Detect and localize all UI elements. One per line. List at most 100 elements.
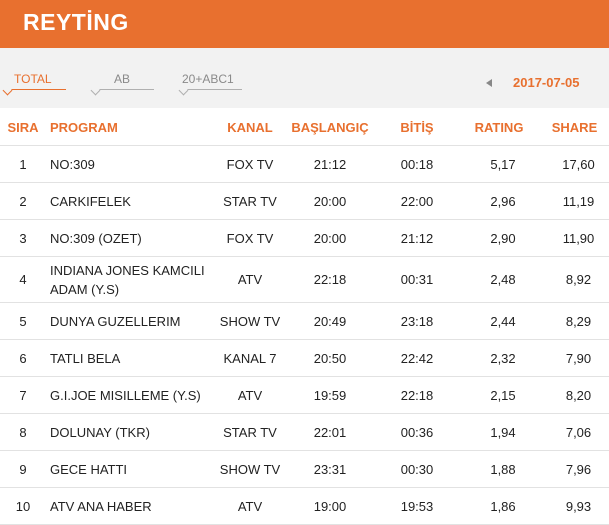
table-row: 3 NO:309 (OZET) FOX TV 20:00 21:12 2,90 … [0, 219, 609, 257]
tab-underline [92, 89, 154, 90]
program-cell: CARKIFELEK [46, 182, 216, 220]
start-cell: 19:59 [284, 376, 376, 414]
program-cell: DOLUNAY (TKR) [46, 413, 216, 451]
channel-cell: FOX TV [216, 145, 284, 183]
rank-cell: 5 [0, 302, 46, 340]
rating-cell: 2,32 [458, 339, 540, 377]
end-cell: 00:30 [376, 450, 458, 488]
end-cell: 00:36 [376, 413, 458, 451]
table-row: 1 NO:309 FOX TV 21:12 00:18 5,17 17,60 [0, 145, 609, 183]
end-cell: 00:18 [376, 145, 458, 183]
share-cell: 11,19 [540, 182, 609, 220]
channel-cell: ATV [216, 376, 284, 414]
end-cell: 22:42 [376, 339, 458, 377]
table-row: 8 DOLUNAY (TKR) STAR TV 22:01 00:36 1,94… [0, 413, 609, 451]
rank-cell: 6 [0, 339, 46, 377]
program-cell: GECE HATTI [46, 450, 216, 488]
share-cell: 17,60 [540, 145, 609, 183]
share-cell: 8,92 [540, 256, 609, 303]
end-cell: 19:53 [376, 487, 458, 525]
end-cell: 22:18 [376, 376, 458, 414]
header-bar: REYTİNG [0, 0, 609, 57]
start-cell: 23:31 [284, 450, 376, 488]
end-cell: 00:31 [376, 256, 458, 303]
channel-cell: SHOW TV [216, 450, 284, 488]
page-title: REYTİNG [23, 9, 129, 35]
tab-total[interactable]: TOTAL [2, 72, 66, 96]
start-cell: 21:12 [284, 145, 376, 183]
share-cell: 7,90 [540, 339, 609, 377]
col-header-share[interactable]: SHARE [540, 109, 609, 146]
tab-underline [180, 89, 242, 90]
col-header-channel[interactable]: KANAL [216, 109, 284, 146]
rank-cell: 4 [0, 256, 46, 303]
rank-cell: 9 [0, 450, 46, 488]
start-cell: 20:00 [284, 219, 376, 257]
end-cell: 21:12 [376, 219, 458, 257]
rating-cell: 2,96 [458, 182, 540, 220]
prev-date-arrow-icon[interactable] [486, 79, 492, 87]
rating-cell: 2,48 [458, 256, 540, 303]
start-cell: 19:00 [284, 487, 376, 525]
tab-label: AB [114, 72, 131, 86]
channel-cell: STAR TV [216, 413, 284, 451]
program-cell: TATLI BELA [46, 339, 216, 377]
table-row: 2 CARKIFELEK STAR TV 20:00 22:00 2,96 11… [0, 182, 609, 220]
tab-20-abc1[interactable]: 20+ABC1 [178, 72, 242, 96]
share-cell: 8,29 [540, 302, 609, 340]
start-cell: 20:49 [284, 302, 376, 340]
rank-cell: 8 [0, 413, 46, 451]
rating-cell: 1,88 [458, 450, 540, 488]
col-header-start[interactable]: BAŞLANGIÇ [284, 109, 376, 146]
channel-cell: FOX TV [216, 219, 284, 257]
table-header-row: SIRA PROGRAM KANAL BAŞLANGIÇ BİTİŞ RATIN… [0, 109, 609, 146]
table-row: 4 INDIANA JONES KAMCILI ADAM (Y.S) ATV 2… [0, 256, 609, 303]
start-cell: 20:00 [284, 182, 376, 220]
rank-cell: 1 [0, 145, 46, 183]
rating-cell: 5,17 [458, 145, 540, 183]
tab-label: TOTAL [14, 72, 52, 86]
start-cell: 22:01 [284, 413, 376, 451]
col-header-rank[interactable]: SIRA [0, 109, 46, 146]
share-cell: 7,96 [540, 450, 609, 488]
channel-cell: STAR TV [216, 182, 284, 220]
program-cell: G.I.JOE MISILLEME (Y.S) [46, 376, 216, 414]
rating-cell: 2,15 [458, 376, 540, 414]
col-header-rating[interactable]: RATING [458, 109, 540, 146]
table-row: 5 DUNYA GUZELLERIM SHOW TV 20:49 23:18 2… [0, 302, 609, 340]
end-cell: 23:18 [376, 302, 458, 340]
program-cell: NO:309 (OZET) [46, 219, 216, 257]
rank-cell: 2 [0, 182, 46, 220]
program-cell: ATV ANA HABER [46, 487, 216, 525]
tab-underline [4, 89, 66, 90]
rating-cell: 2,90 [458, 219, 540, 257]
share-cell: 11,90 [540, 219, 609, 257]
tab-indicator [90, 85, 101, 96]
tab-ab[interactable]: AB [90, 72, 154, 96]
rating-cell: 2,44 [458, 302, 540, 340]
program-cell: NO:309 [46, 145, 216, 183]
share-cell: 8,20 [540, 376, 609, 414]
rating-cell: 1,94 [458, 413, 540, 451]
start-cell: 22:18 [284, 256, 376, 303]
col-header-program[interactable]: PROGRAM [46, 109, 216, 146]
date-selector[interactable]: 2017-07-05 [513, 75, 580, 90]
table-row: 9 GECE HATTI SHOW TV 23:31 00:30 1,88 7,… [0, 450, 609, 488]
tab-indicator [178, 85, 189, 96]
tab-label: 20+ABC1 [182, 72, 234, 86]
rank-cell: 10 [0, 487, 46, 525]
rating-cell: 1,86 [458, 487, 540, 525]
rank-cell: 7 [0, 376, 46, 414]
table-row: 6 TATLI BELA KANAL 7 20:50 22:42 2,32 7,… [0, 339, 609, 377]
table-row: 10 ATV ANA HABER ATV 19:00 19:53 1,86 9,… [0, 487, 609, 525]
channel-cell: SHOW TV [216, 302, 284, 340]
program-cell: INDIANA JONES KAMCILI ADAM (Y.S) [46, 256, 216, 303]
channel-cell: ATV [216, 487, 284, 525]
ratings-table: SIRA PROGRAM KANAL BAŞLANGIÇ BİTİŞ RATIN… [0, 109, 609, 525]
col-header-end[interactable]: BİTİŞ [376, 109, 458, 146]
channel-cell: ATV [216, 256, 284, 303]
channel-cell: KANAL 7 [216, 339, 284, 377]
start-cell: 20:50 [284, 339, 376, 377]
program-cell: DUNYA GUZELLERIM [46, 302, 216, 340]
tab-indicator [2, 85, 13, 96]
